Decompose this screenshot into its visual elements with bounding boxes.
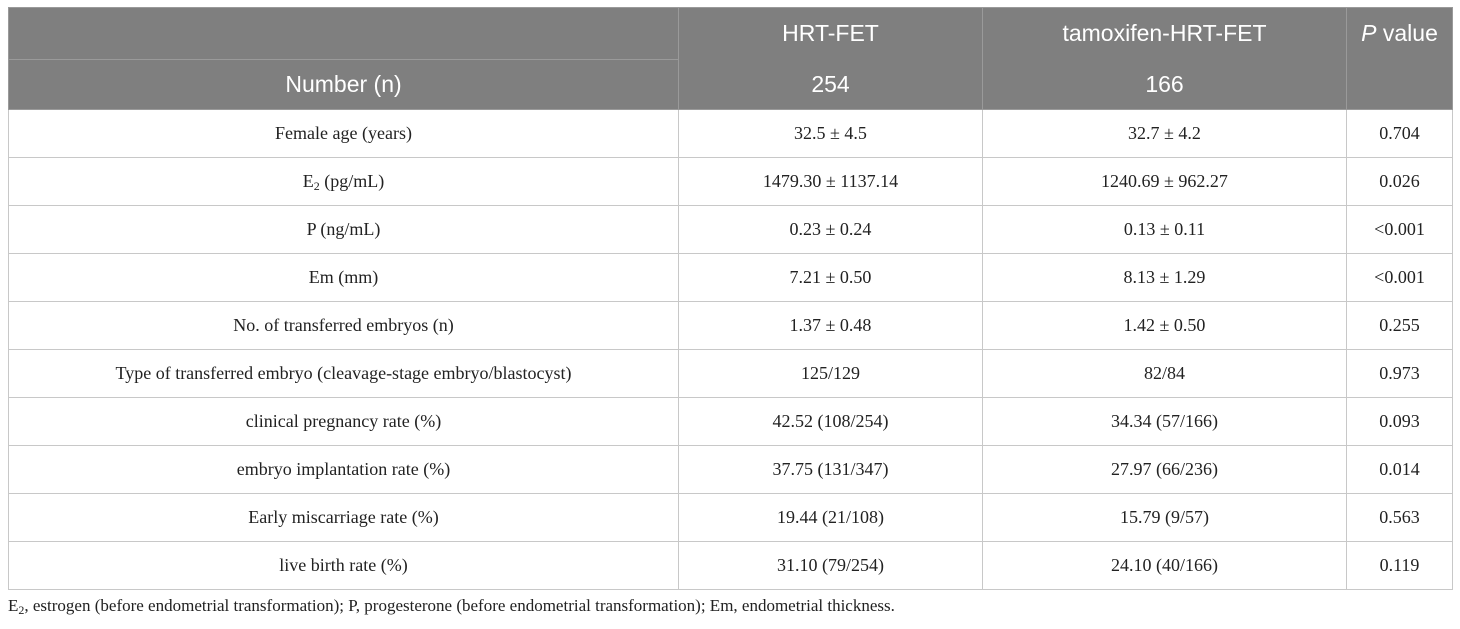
row-label: clinical pregnancy rate (%)	[8, 397, 679, 446]
row-label: E2 (pg/mL)	[8, 157, 679, 206]
row-hrt-value: 19.44 (21/108)	[678, 493, 983, 542]
row-label: P (ng/mL)	[8, 205, 679, 254]
header-p-value: P value	[1346, 7, 1453, 60]
row-label-unit: (pg/mL)	[319, 171, 385, 191]
header-p-italic: P	[1361, 20, 1377, 47]
row-tam-value: 24.10 (40/166)	[982, 541, 1347, 590]
row-label: Early miscarriage rate (%)	[8, 493, 679, 542]
row-p-value: 0.026	[1346, 157, 1453, 206]
data-table: HRT-FET tamoxifen-HRT-FET P value Number…	[8, 7, 1453, 590]
row-p-value: 0.704	[1346, 109, 1453, 158]
table-row: No. of transferred embryos (n) 1.37 ± 0.…	[8, 301, 1453, 350]
row-label: Em (mm)	[8, 253, 679, 302]
row-hrt-value: 125/129	[678, 349, 983, 398]
row-hrt-value: 31.10 (79/254)	[678, 541, 983, 590]
row-p-value: 0.093	[1346, 397, 1453, 446]
header-tamoxifen-hrt-fet: tamoxifen-HRT-FET	[982, 7, 1347, 60]
table-footnote: E2, estrogen (before endometrial transfo…	[8, 596, 895, 616]
header-number-hrt: 254	[678, 59, 983, 110]
row-hrt-value: 32.5 ± 4.5	[678, 109, 983, 158]
row-hrt-value: 37.75 (131/347)	[678, 445, 983, 494]
header-row-groups: HRT-FET tamoxifen-HRT-FET P value	[8, 7, 1453, 60]
table-row: live birth rate (%) 31.10 (79/254) 24.10…	[8, 541, 1453, 590]
row-tam-value: 15.79 (9/57)	[982, 493, 1347, 542]
row-p-value: 0.119	[1346, 541, 1453, 590]
row-label: Type of transferred embryo (cleavage-sta…	[8, 349, 679, 398]
table-row: P (ng/mL) 0.23 ± 0.24 0.13 ± 0.11 <0.001	[8, 205, 1453, 254]
row-hrt-value: 1.37 ± 0.48	[678, 301, 983, 350]
table-row: Em (mm) 7.21 ± 0.50 8.13 ± 1.29 <0.001	[8, 253, 1453, 302]
row-p-value: <0.001	[1346, 253, 1453, 302]
row-tam-value: 1240.69 ± 962.27	[982, 157, 1347, 206]
header-number-p	[1346, 59, 1453, 110]
row-tam-value: 8.13 ± 1.29	[982, 253, 1347, 302]
header-p-rest: value	[1376, 20, 1438, 47]
row-tam-value: 82/84	[982, 349, 1347, 398]
table-row: Female age (years) 32.5 ± 4.5 32.7 ± 4.2…	[8, 109, 1453, 158]
table-body: Female age (years) 32.5 ± 4.5 32.7 ± 4.2…	[8, 109, 1453, 590]
row-label-e: E	[302, 171, 314, 191]
row-hrt-value: 0.23 ± 0.24	[678, 205, 983, 254]
header-hrt-fet: HRT-FET	[678, 7, 983, 60]
row-tam-value: 1.42 ± 0.50	[982, 301, 1347, 350]
row-hrt-value: 1479.30 ± 1137.14	[678, 157, 983, 206]
row-label-subscript: 2	[313, 179, 320, 193]
footnote-subscript: 2	[18, 603, 25, 617]
table-row: embryo implantation rate (%) 37.75 (131/…	[8, 445, 1453, 494]
table-row: Early miscarriage rate (%) 19.44 (21/108…	[8, 493, 1453, 542]
header-number-tam: 166	[982, 59, 1347, 110]
row-p-value: 0.014	[1346, 445, 1453, 494]
row-label: No. of transferred embryos (n)	[8, 301, 679, 350]
row-tam-value: 27.97 (66/236)	[982, 445, 1347, 494]
row-tam-value: 0.13 ± 0.11	[982, 205, 1347, 254]
footnote-e: E	[8, 596, 19, 615]
row-label: Female age (years)	[8, 109, 679, 158]
footnote-text: , estrogen (before endometrial transform…	[24, 596, 895, 615]
header-number-label: Number (n)	[8, 59, 679, 110]
table-row: Type of transferred embryo (cleavage-sta…	[8, 349, 1453, 398]
row-p-value: 0.973	[1346, 349, 1453, 398]
table-row: clinical pregnancy rate (%) 42.52 (108/2…	[8, 397, 1453, 446]
row-hrt-value: 7.21 ± 0.50	[678, 253, 983, 302]
table-header: HRT-FET tamoxifen-HRT-FET P value Number…	[8, 7, 1453, 110]
row-label: live birth rate (%)	[8, 541, 679, 590]
row-p-value: 0.255	[1346, 301, 1453, 350]
row-tam-value: 32.7 ± 4.2	[982, 109, 1347, 158]
row-p-value: <0.001	[1346, 205, 1453, 254]
header-empty-cell	[8, 7, 679, 60]
row-p-value: 0.563	[1346, 493, 1453, 542]
header-row-number: Number (n) 254 166	[8, 59, 1453, 110]
data-table-container: HRT-FET tamoxifen-HRT-FET P value Number…	[8, 7, 1453, 590]
row-label: embryo implantation rate (%)	[8, 445, 679, 494]
row-tam-value: 34.34 (57/166)	[982, 397, 1347, 446]
row-hrt-value: 42.52 (108/254)	[678, 397, 983, 446]
table-row: E2 (pg/mL) 1479.30 ± 1137.14 1240.69 ± 9…	[8, 157, 1453, 206]
